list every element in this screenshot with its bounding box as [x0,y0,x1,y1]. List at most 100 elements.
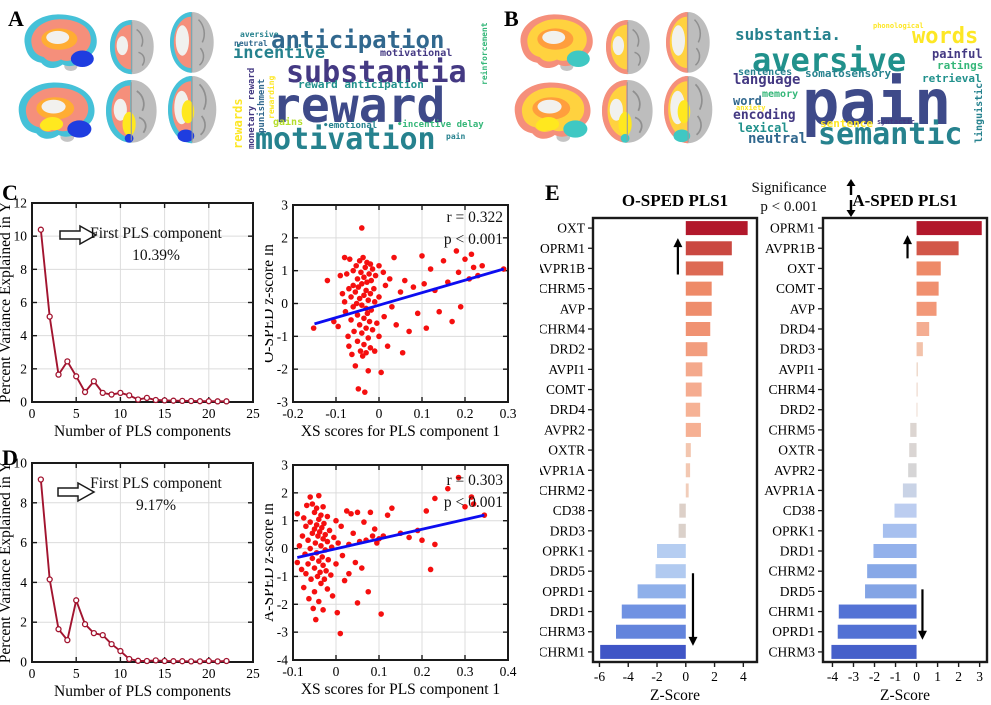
wordcloud-word: somatosensory [805,67,892,80]
data-point [421,281,427,287]
gene-label-OPRK1: OPRK1 [772,523,815,538]
fit-line [314,267,505,326]
data-point [376,294,382,300]
wordcloud-word: •incentive delay [397,120,484,130]
data-point [306,595,312,602]
wordcloud-word: linguistic [974,82,985,143]
data-point [457,303,464,310]
data-point [311,565,318,571]
data-point [468,251,475,258]
bar-AVPR1B [685,261,724,276]
brain-slices [18,12,217,144]
y-axis-label: O-SPED z-score lh [265,244,277,363]
scatter-plot-ospd: -0.2 -0.1 0 0.1 0.2 0.3 -3 -2 -1 0 1 2 3 XS scores fo… [260,175,525,450]
data-point [320,562,326,569]
data-point [367,509,374,516]
gene-label-CHRM1: CHRM1 [540,644,585,659]
data-point [318,512,324,518]
significance-arrows-icon [843,179,859,222]
svg-text:10: 10 [14,456,28,471]
data-point [320,607,326,613]
wordcloud-word: semantic [818,117,963,152]
scree-marker [81,388,89,396]
data-point [314,573,321,580]
bar-chart-title: A-SPED PLS1 [852,191,957,210]
data-point [294,510,301,517]
data-point [354,276,361,282]
gene-label-DRD5: DRD5 [780,584,816,599]
x-axis-label: XS scores for PLS component 1 [301,423,500,440]
data-point [300,515,307,521]
data-point [362,264,369,271]
wordcloud-word: motivation [255,122,436,157]
svg-text:0: 0 [682,669,689,684]
svg-text:0: 0 [20,655,27,670]
data-point [328,572,334,578]
svg-text:0: 0 [281,541,288,556]
svg-text:2: 2 [955,669,962,684]
svg-text:-2: -2 [277,362,288,377]
gene-label-AVP: AVP [560,301,585,316]
bar-AVPR1B [916,241,959,256]
bar-CD38 [679,503,686,518]
data-point [358,269,364,276]
svg-text:20: 20 [202,406,216,421]
svg-text:-3: -3 [277,395,288,410]
data-point [366,271,372,277]
gene-label-OPRD1: OPRD1 [772,624,815,639]
scree-plot-aspd: 0 5 10 15 20 25 0 2 4 6 8 10 Number of PLS component… [0,440,262,705]
data-point [305,561,311,567]
bar-OPRM1 [685,241,732,256]
data-point [468,494,475,500]
bar-OXTR [685,443,691,458]
wordcloud-word: rewarding [267,75,276,119]
data-point [354,600,361,606]
data-point [361,519,367,525]
svg-text:2: 2 [281,485,288,500]
wordcloud-word: word [733,94,762,108]
data-point [462,256,468,262]
y-axis-label: A-SPED z-score lh [265,503,277,622]
data-point [298,566,305,573]
data-point [393,322,399,328]
data-point [367,290,374,297]
data-point [299,533,306,539]
brain-slices [514,12,713,144]
data-point [362,389,368,395]
bar-AVPI1 [916,362,918,377]
y-axis-label: Percent Variance Explained in Y [0,202,14,403]
bar-AVP [916,301,937,316]
scree-marker [134,657,142,664]
svg-text:5: 5 [73,406,80,421]
gene-label-DRD3: DRD3 [780,342,816,357]
wordcloud-word: pain [802,66,952,139]
data-point [360,254,366,261]
data-point [389,505,395,511]
wordcloud-reward: aversive neutral anticipation motivational i… [230,2,492,172]
bar-OXTR [909,443,917,458]
data-point [346,285,352,292]
data-point [376,262,382,269]
data-point [427,266,434,272]
scree-marker [179,658,186,665]
data-point [419,253,425,259]
svg-text:-4: -4 [623,669,634,684]
annotation-line1: First PLS component [90,225,222,242]
data-point [363,325,369,331]
gene-label-COMT: COMT [546,382,586,397]
svg-text:0: 0 [29,666,36,681]
data-point [318,580,324,587]
svg-text:0.3: 0.3 [500,406,517,421]
scree-marker [187,397,195,405]
gene-label-CHRM3: CHRM3 [768,644,815,659]
wordcloud-word: monetary reward [247,67,257,149]
svg-text:1: 1 [281,513,288,528]
data-point [333,517,339,524]
svg-text:-3: -3 [848,669,859,684]
gene-label-CHRM4: CHRM4 [540,322,585,337]
data-point [321,576,328,583]
scree-marker [64,636,71,644]
gene-label-CD38: CD38 [783,503,816,518]
scree-marker [90,378,98,385]
first-component-arrow-icon [57,481,96,503]
